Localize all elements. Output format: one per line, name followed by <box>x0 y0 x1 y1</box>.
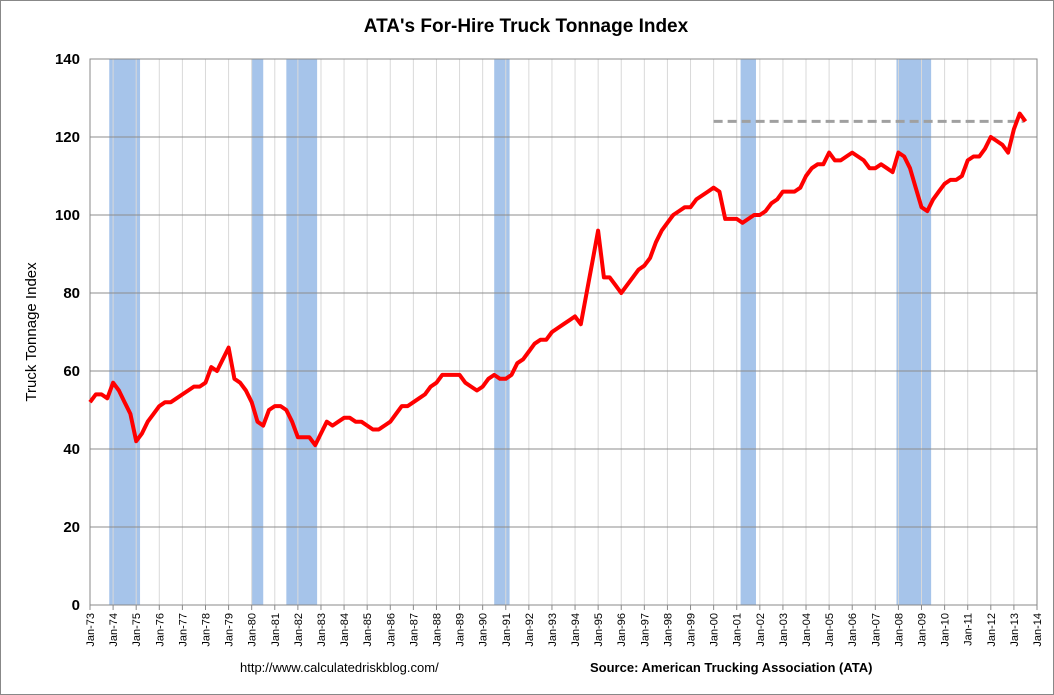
y-tick-label: 120 <box>55 129 80 146</box>
plot-border <box>89 58 1038 606</box>
x-tick-label: Jan-80 <box>247 613 259 647</box>
x-tick-label: Jan-96 <box>616 613 628 647</box>
x-tick-label: Jan-98 <box>662 613 674 647</box>
x-tick-label: Jan-79 <box>224 613 236 647</box>
x-tick-label: Jan-92 <box>524 613 536 647</box>
x-tick-label: Jan-91 <box>501 613 513 647</box>
chart-title: ATA's For-Hire Truck Tonnage Index <box>364 16 689 37</box>
x-tick-label: Jan-02 <box>755 613 767 647</box>
series-line <box>88 111 1028 448</box>
x-tick-label: Jan-73 <box>85 613 97 647</box>
x-tick-label: Jan-04 <box>801 613 813 647</box>
recession-band <box>109 59 141 605</box>
y-tick-label: 60 <box>63 363 80 380</box>
y-tick-label: 20 <box>63 519 80 536</box>
x-tick-label: Jan-94 <box>570 613 582 647</box>
y-tick-label: 80 <box>63 285 80 302</box>
source-note: Source: American Trucking Association (A… <box>590 660 872 675</box>
x-tick-label: Jan-93 <box>547 613 559 647</box>
x-tick-label: Jan-86 <box>385 613 397 647</box>
x-tick-label: Jan-03 <box>778 613 790 647</box>
x-tick-label: Jan-74 <box>108 613 120 647</box>
x-tick-label: Jan-00 <box>709 613 721 647</box>
x-tick-label: Jan-88 <box>431 613 443 647</box>
x-tick-label: Jan-75 <box>131 613 143 647</box>
y-tick-label: 140 <box>55 51 80 68</box>
recession-band <box>740 59 756 605</box>
url-note: http://www.calculatedriskblog.com/ <box>240 660 439 675</box>
y-tick-label: 0 <box>72 597 80 614</box>
x-tick-label: Jan-09 <box>917 613 929 647</box>
x-tick-label: Jan-06 <box>847 613 859 647</box>
x-tick-label: Jan-05 <box>824 613 836 647</box>
x-tick-label: Jan-76 <box>154 613 166 647</box>
x-tick-label: Jan-10 <box>940 613 952 647</box>
recession-band <box>286 59 318 605</box>
recession-band <box>494 59 510 605</box>
x-tick-label: Jan-97 <box>639 613 651 647</box>
x-tick-label: Jan-85 <box>362 613 374 647</box>
x-tick-label: Jan-90 <box>478 613 490 647</box>
x-tick-label: Jan-14 <box>1032 613 1044 647</box>
x-tick-label: Jan-82 <box>293 613 305 647</box>
x-tick-label: Jan-95 <box>593 613 605 647</box>
x-tick-label: Jan-07 <box>870 613 882 647</box>
x-tick-label: Jan-13 <box>1009 613 1021 647</box>
x-tick-label: Jan-78 <box>200 613 212 647</box>
x-tick-label: Jan-12 <box>986 613 998 647</box>
x-tick-label: Jan-83 <box>316 613 328 647</box>
recession-band <box>251 59 264 605</box>
x-tick-label: Jan-11 <box>963 613 975 646</box>
x-tick-label: Jan-84 <box>339 613 351 647</box>
y-axis-label: Truck Tonnage Index <box>23 262 40 402</box>
x-tick-label: Jan-77 <box>177 613 189 647</box>
x-tick-label: Jan-08 <box>893 613 905 647</box>
y-tick-label: 40 <box>63 441 80 458</box>
x-tick-label: Jan-99 <box>686 613 698 647</box>
y-tick-label: 100 <box>55 207 80 224</box>
x-tick-label: Jan-01 <box>732 613 744 647</box>
recession-band <box>896 59 932 605</box>
x-tick-label: Jan-87 <box>408 613 420 647</box>
x-tick-label: Jan-89 <box>455 613 467 647</box>
x-tick-label: Jan-81 <box>270 613 282 647</box>
